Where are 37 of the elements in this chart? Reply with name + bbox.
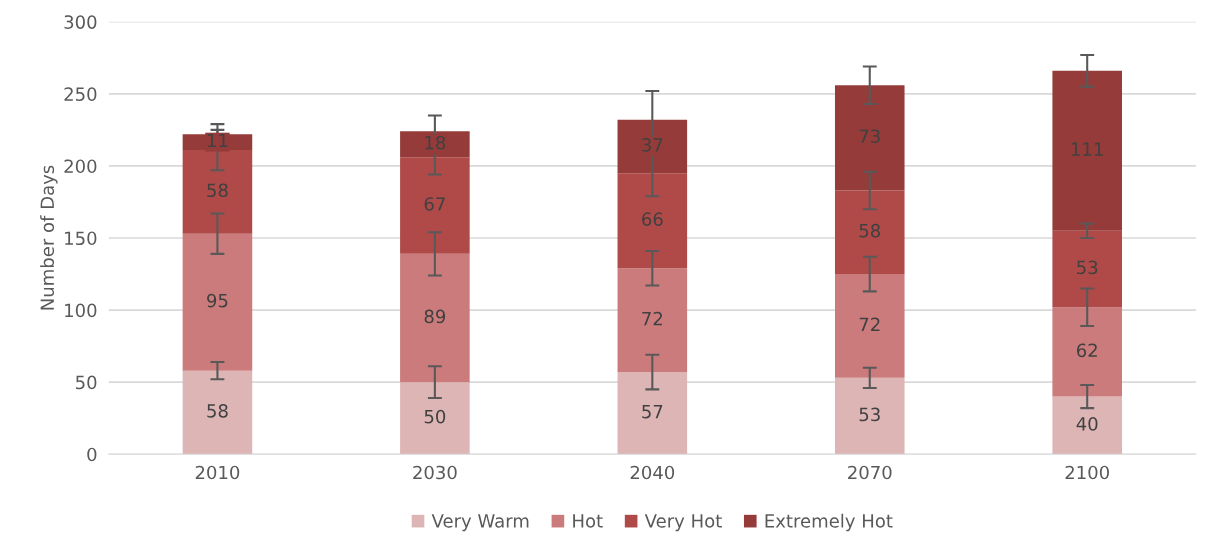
data-label: 58	[859, 223, 881, 238]
data-label: 37	[642, 138, 663, 152]
y-tick-label: 100	[65, 303, 97, 318]
data-label: 62	[1076, 343, 1097, 358]
y-axis-title: Number of Days	[40, 165, 58, 310]
data-label: 50	[424, 409, 446, 424]
legend-label: Very Hot	[644, 514, 722, 532]
data-label: 73	[859, 129, 880, 144]
y-tick-label: 50	[76, 375, 97, 390]
y-tick-label: 250	[64, 87, 97, 101]
data-label: 40	[1076, 416, 1098, 431]
data-label: 95	[207, 293, 228, 308]
legend-label: Hot	[573, 514, 603, 528]
data-label: 72	[642, 311, 662, 326]
x-tick-label: 2040	[630, 465, 675, 480]
data-label: 58	[207, 404, 228, 418]
data-label: 57	[642, 404, 663, 419]
legend-label: Extremely Hot	[765, 513, 893, 532]
data-label: 72	[859, 317, 880, 331]
data-label: 18	[425, 135, 446, 150]
x-tick-label: 2070	[848, 465, 892, 480]
data-label: 111	[1071, 142, 1103, 156]
y-tick-label: 0	[87, 447, 97, 462]
y-tick-label: 200	[64, 159, 97, 174]
data-label: 89	[424, 309, 446, 324]
data-label: 11	[207, 133, 228, 148]
data-label: 53	[1077, 260, 1098, 275]
y-tick-label: 150	[65, 231, 97, 246]
data-label: 58	[207, 183, 228, 198]
data-label: 66	[642, 212, 663, 226]
x-tick-label: 2100	[1065, 465, 1109, 480]
data-label: 67	[424, 197, 445, 211]
x-tick-label: 2030	[413, 465, 457, 480]
data-label: 53	[859, 407, 880, 422]
legend-label: Very Warm	[431, 514, 529, 532]
x-tick-label: 2010	[195, 465, 240, 480]
y-tick-label: 300	[64, 15, 97, 29]
